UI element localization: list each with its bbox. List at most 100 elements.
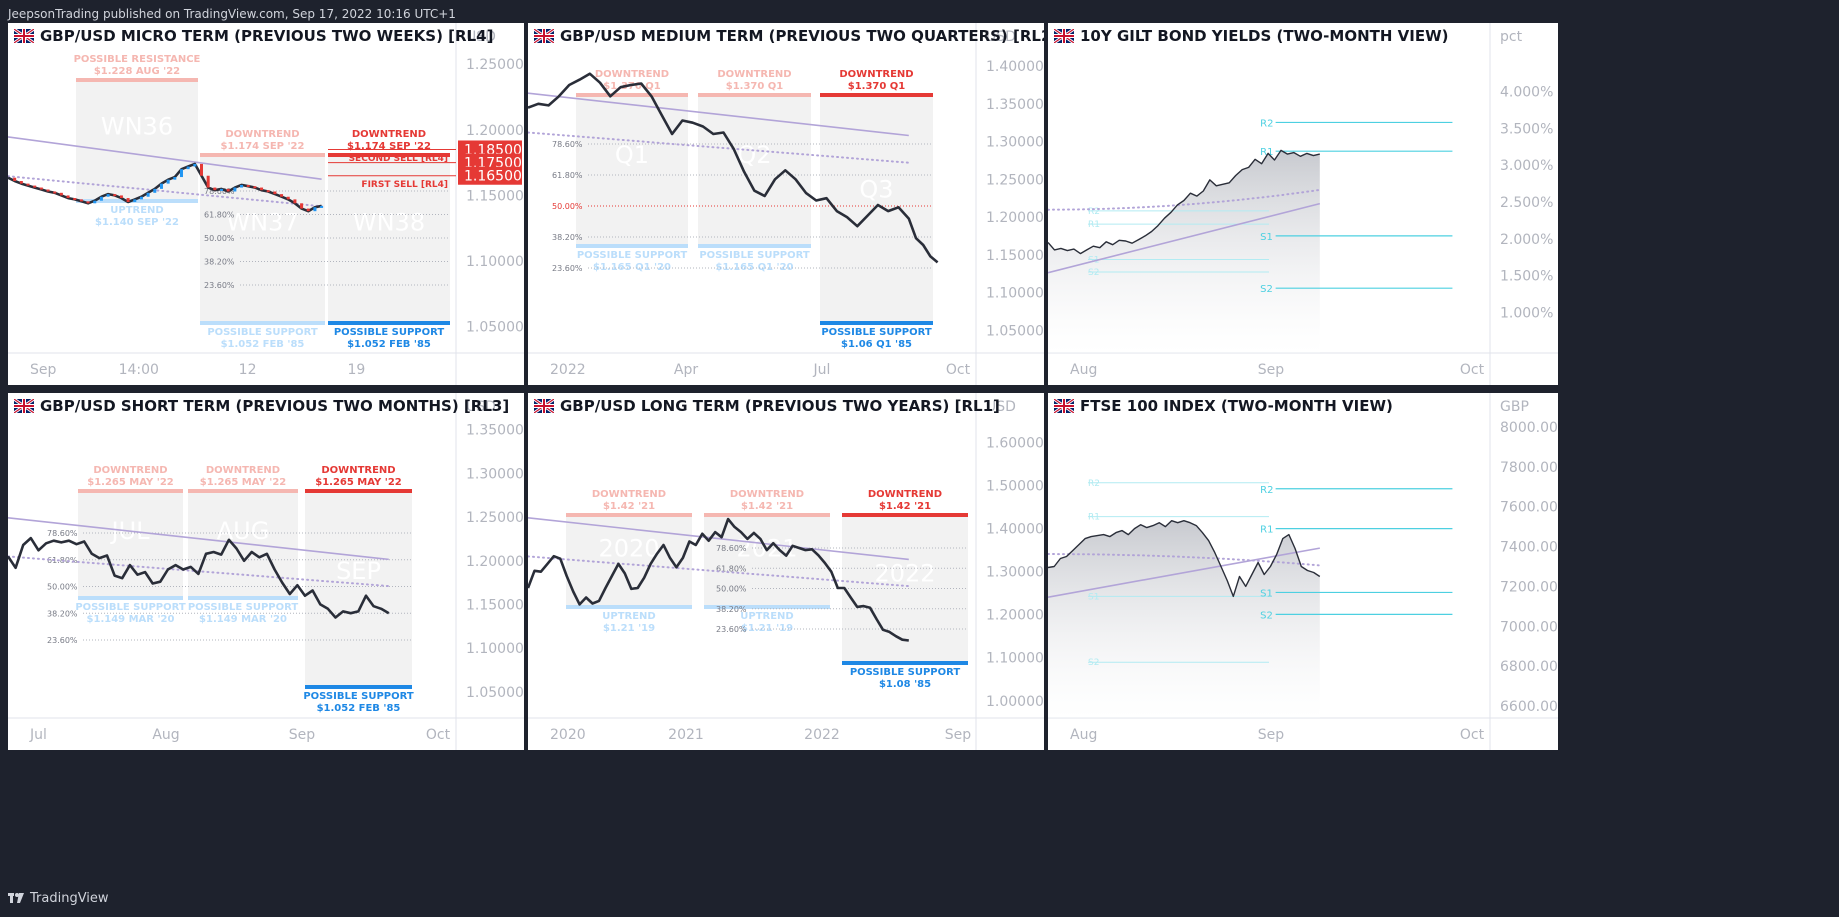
uk-flag-icon (534, 399, 554, 413)
period-block (305, 491, 412, 687)
resistance-label: DOWNTREND (592, 489, 666, 500)
currency-label: GBP (1500, 399, 1529, 415)
price-tick-label: 7000.00 (1500, 619, 1558, 635)
candle (66, 195, 70, 199)
publish-line: JeepsonTrading published on TradingView.… (8, 7, 456, 21)
fib-label: 23.60% (47, 636, 78, 645)
candle (13, 177, 17, 181)
support-label: UPTREND (602, 611, 655, 622)
fib-levels: 78.60% 61.80% 50.00% 38.20% 23.60% (552, 140, 933, 273)
support-value: $1.140 SEP '22 (95, 217, 179, 228)
chart-svg-ftse: 8000.00 7800.00 7600.00 7400.00 7200.00 7000.… (1048, 393, 1558, 750)
uk-flag-icon (14, 29, 34, 43)
price-tick-label: 7200.00 (1500, 579, 1558, 595)
support-bar (698, 244, 811, 248)
candle (220, 188, 224, 191)
resistance-bar (566, 513, 692, 517)
tradingview-logo-icon (8, 893, 24, 903)
resistance-value: $1.370 Q1 (848, 81, 906, 92)
fib-label: 50.00% (204, 234, 235, 243)
faded-level-label: S2 (1088, 658, 1099, 668)
time-tick-label: Aug (1070, 727, 1097, 743)
price-line (1048, 520, 1321, 598)
currency-label: USD (466, 29, 496, 45)
chart-panel-medium[interactable]: 1.40000 1.35000 1.30000 1.25000 1.20000 1.150… (528, 23, 1044, 385)
time-tick-label: Aug (1070, 362, 1097, 378)
chart-title-text: GBP/USD MICRO TERM (PREVIOUS TWO WEEKS) … (40, 27, 494, 45)
time-tick-label: Oct (946, 362, 971, 378)
time-tick-label: 2021 (668, 727, 704, 743)
candle (199, 163, 203, 176)
uk-flag-icon (1054, 399, 1074, 413)
time-axis: 2022 Apr Jul Oct (550, 362, 971, 378)
candle (213, 187, 217, 191)
price-tag (458, 166, 522, 185)
chart-panel-micro[interactable]: 1.25000 1.20000 1.15000 1.10000 1.05000 USD Se… (8, 23, 524, 385)
uk-flag-icon (14, 399, 34, 413)
chart-svg-long: 1.60000 1.50000 1.40000 1.30000 1.20000 1.100… (528, 393, 1044, 750)
fib-label: 61.80% (552, 171, 583, 180)
period-block (200, 155, 325, 323)
candle (86, 201, 90, 204)
price-tick-label: 1.20000 (986, 608, 1044, 624)
resistance-bar (820, 93, 933, 97)
time-tick-label: Aug (152, 727, 179, 743)
support-bar (305, 685, 412, 689)
chart-svg-medium: 1.40000 1.35000 1.30000 1.25000 1.20000 1.150… (528, 23, 1044, 385)
candle (119, 195, 123, 199)
resistance-label: DOWNTREND (839, 69, 913, 80)
fib-label: 61.80% (204, 211, 235, 220)
fib-label: 50.00% (716, 585, 747, 594)
chart-title: GBP/USD MEDIUM TERM (PREVIOUS TWO QUARTE… (534, 26, 1044, 46)
time-axis: Aug Sep Oct (1070, 727, 1485, 743)
support-value: $1.052 FEB '85 (317, 703, 401, 714)
resistance-value: $1.42 '21 (879, 501, 931, 512)
price-tick-label: 8000.00 (1500, 420, 1558, 436)
support-bar (704, 605, 830, 609)
candle (246, 184, 250, 187)
candle (93, 200, 97, 204)
resistance-label: DOWNTREND (717, 69, 791, 80)
candle (79, 199, 83, 202)
price-tick-label: 3.000% (1500, 158, 1553, 174)
chart-title: FTSE 100 INDEX (TWO-MONTH VIEW) (1054, 396, 1393, 416)
footer-brand: TradingView (30, 891, 109, 906)
footer: TradingView (8, 890, 109, 908)
period-label: 2022 (874, 560, 935, 588)
time-tick-label: Sep (1258, 727, 1285, 743)
price-tick-label: 1.00000 (986, 694, 1044, 710)
support-label: UPTREND (740, 611, 793, 622)
price-tick-label: 6600.00 (1500, 699, 1558, 715)
period-label: Q3 (859, 176, 893, 204)
resistance-value: $1.370 Q1 (603, 81, 661, 92)
time-tick-label: 12 (239, 362, 257, 378)
price-tick-label: 1.10000 (986, 286, 1044, 302)
time-axis: Jul Aug Sep Oct (29, 727, 451, 743)
period-label: Q2 (737, 141, 771, 169)
currency-label: pct (1500, 29, 1523, 45)
resistance-label: DOWNTREND (321, 465, 395, 476)
price-tick-label: 1.25000 (986, 172, 1044, 188)
resistance-bar (76, 78, 198, 82)
chart-panel-ftse[interactable]: 8000.00 7800.00 7600.00 7400.00 7200.00 7000.… (1048, 393, 1558, 750)
chart-panel-long[interactable]: 1.60000 1.50000 1.40000 1.30000 1.20000 1.100… (528, 393, 1044, 750)
fib-label: 78.60% (204, 187, 235, 196)
faded-level-label: R2 (1088, 207, 1100, 217)
currency-label: USD (986, 29, 1016, 45)
price-line (528, 72, 939, 264)
resistance-label: DOWNTREND (225, 129, 299, 140)
price-axis: 8000.00 7800.00 7600.00 7400.00 7200.00 7000.… (1500, 420, 1558, 715)
chart-panel-short[interactable]: 1.35000 1.30000 1.25000 1.20000 1.15000 1.100… (8, 393, 524, 750)
time-tick-label: 19 (347, 362, 365, 378)
short-moving-average (528, 555, 910, 588)
long-moving-average (1048, 202, 1321, 274)
support-bar (78, 596, 183, 600)
uk-flag-icon (534, 29, 554, 43)
period-label: SEP (336, 557, 381, 585)
period-block (78, 491, 183, 598)
price-tick-label: 7600.00 (1500, 500, 1558, 516)
chart-panel-gilt[interactable]: 4.000% 3.500% 3.000% 2.500% 2.000% 1.500% 1.00… (1048, 23, 1558, 385)
